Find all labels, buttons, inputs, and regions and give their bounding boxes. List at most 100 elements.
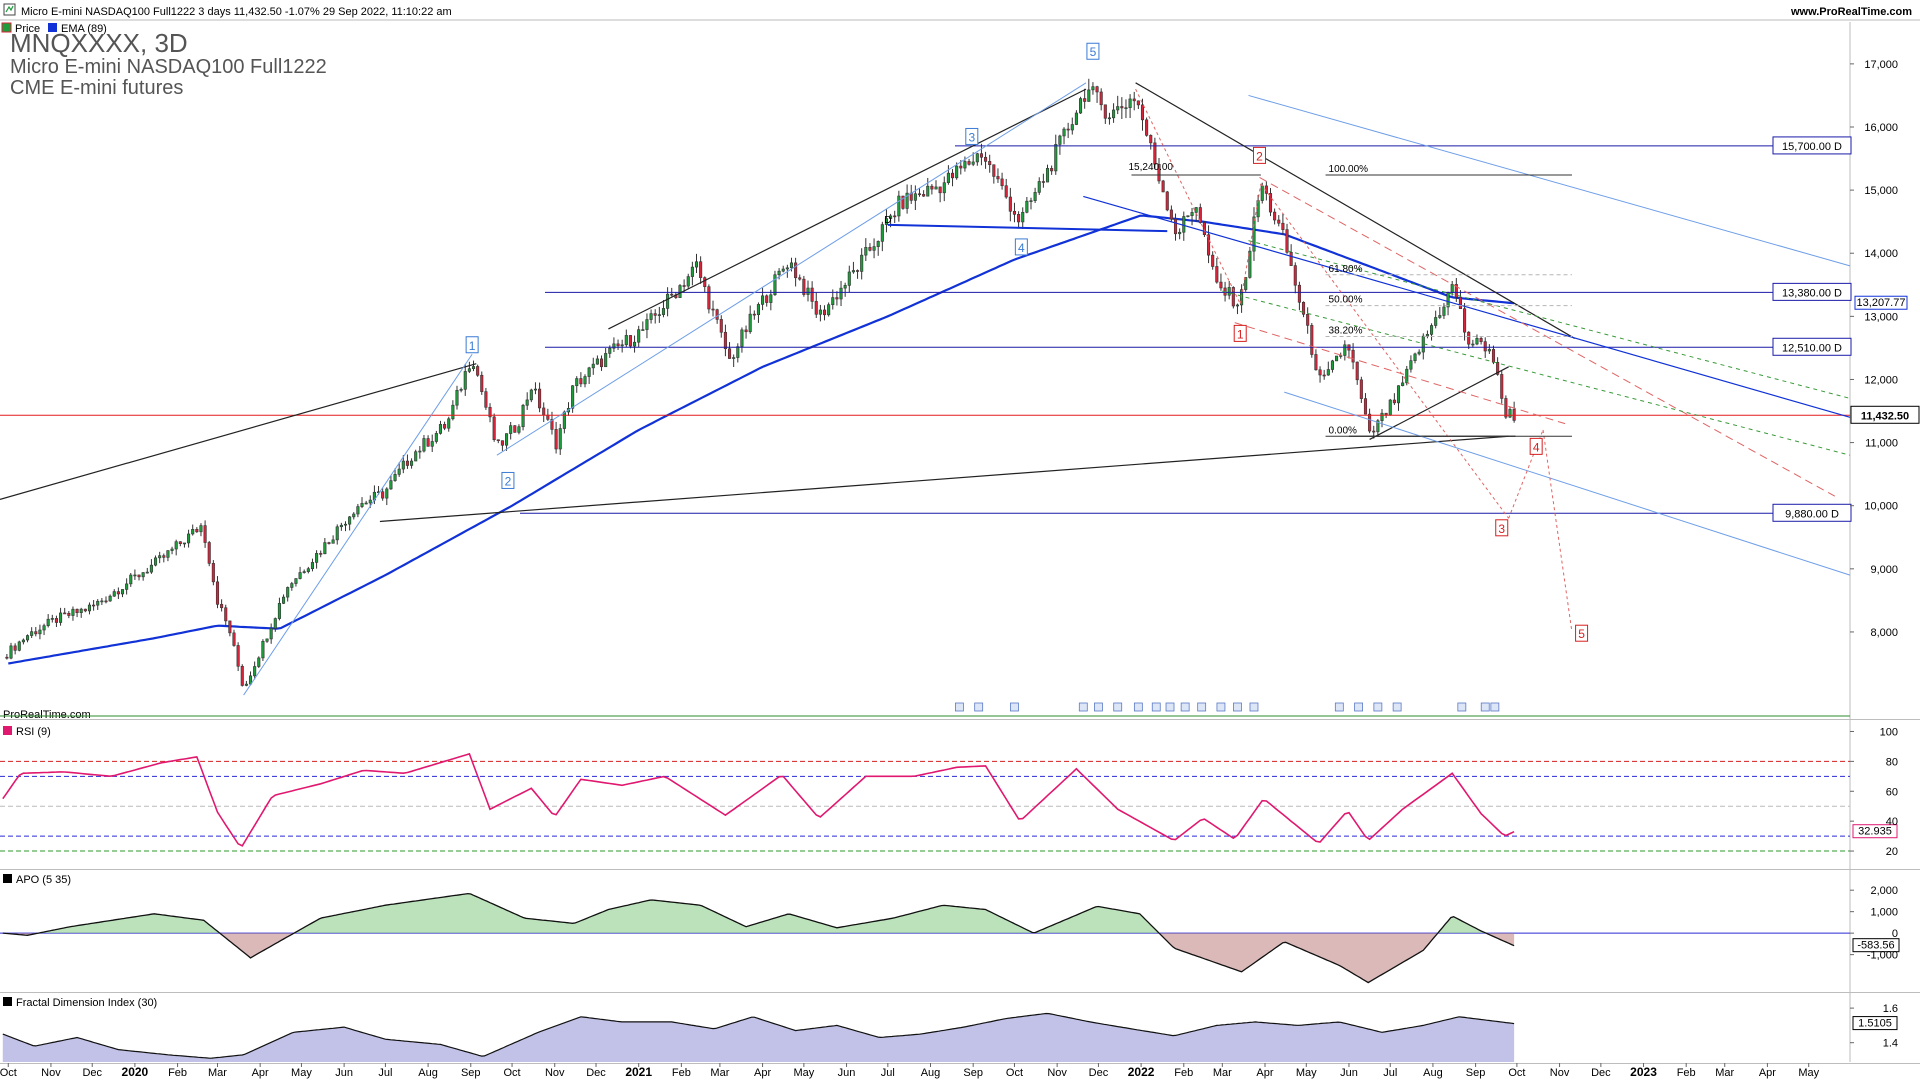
- candle-down: [727, 342, 732, 359]
- candle-body: [1017, 214, 1021, 223]
- event-marker-icon[interactable]: [1392, 702, 1402, 712]
- support-line: [887, 223, 1168, 233]
- rsi-y-label: 100: [1880, 726, 1898, 738]
- chart-settings-icon[interactable]: [3, 3, 16, 16]
- candle-body: [1326, 369, 1330, 376]
- candle-body: [1508, 409, 1512, 418]
- apo-y-label: 0: [1892, 928, 1898, 940]
- event-marker-icon[interactable]: [1180, 702, 1190, 712]
- candle-down: [1215, 257, 1219, 284]
- candle-body: [839, 287, 843, 300]
- candle-up: [575, 376, 579, 393]
- event-marker-icon[interactable]: [1457, 702, 1467, 712]
- candle-down: [178, 541, 182, 547]
- candle-down: [228, 620, 232, 637]
- candle-down: [480, 371, 484, 395]
- candle-body: [96, 600, 100, 606]
- candle-body: [1363, 398, 1368, 415]
- candle-body: [480, 374, 484, 392]
- candle-up: [348, 516, 352, 531]
- candle-body: [1401, 382, 1405, 386]
- candle-body: [558, 428, 562, 450]
- candle-body: [50, 618, 54, 620]
- candle-body: [851, 270, 855, 273]
- event-marker-icon[interactable]: [1373, 702, 1383, 712]
- candle-up: [1409, 355, 1413, 373]
- event-marker-icon[interactable]: [955, 702, 964, 712]
- candle-up: [934, 180, 938, 190]
- candle-body: [1124, 107, 1128, 110]
- event-marker-icon[interactable]: [1233, 702, 1242, 712]
- event-marker-icon[interactable]: [1113, 702, 1123, 712]
- candle-up: [360, 497, 364, 509]
- event-marker-icon[interactable]: [1078, 702, 1088, 712]
- event-marker-icon[interactable]: [1354, 702, 1363, 712]
- event-marker-icon[interactable]: [1490, 702, 1500, 712]
- event-marker-icon[interactable]: [1216, 702, 1226, 712]
- candle-down: [319, 550, 323, 558]
- candle-body: [856, 270, 860, 272]
- candle-down: [616, 339, 620, 350]
- event-marker-icon[interactable]: [974, 702, 984, 712]
- candle-body: [798, 277, 802, 280]
- candle-down: [1273, 208, 1277, 225]
- event-marker-icon[interactable]: [1480, 702, 1490, 712]
- candle-up: [678, 284, 682, 298]
- candle-up: [975, 152, 979, 166]
- candle-body: [670, 293, 674, 296]
- event-marker-icon[interactable]: [1151, 702, 1161, 712]
- candle-body: [1306, 313, 1310, 326]
- candle-up: [1124, 99, 1128, 119]
- candle-down: [1219, 273, 1223, 291]
- candle-down: [930, 184, 934, 195]
- event-marker-icon[interactable]: [1094, 702, 1103, 712]
- candle-up: [149, 559, 153, 574]
- candle-down: [988, 154, 992, 173]
- trendline: [0, 363, 477, 500]
- candle-body: [930, 185, 934, 190]
- candle-down: [1479, 336, 1483, 345]
- candle-body: [1289, 252, 1293, 266]
- candle-body: [368, 499, 372, 504]
- candle-body: [1149, 135, 1153, 144]
- candle-down: [1467, 331, 1471, 349]
- candle-up: [641, 321, 645, 331]
- candle-body: [946, 172, 950, 184]
- candle-down: [240, 664, 244, 687]
- candle-down: [492, 413, 496, 442]
- candle-body: [1070, 124, 1074, 131]
- event-marker-icon[interactable]: [1249, 702, 1259, 712]
- event-marker-icon[interactable]: [1133, 702, 1143, 712]
- candle-down: [967, 158, 971, 166]
- candle-body: [356, 506, 360, 515]
- candle-up: [434, 430, 438, 444]
- fib-level-label: 100.00%: [1329, 164, 1369, 175]
- candle-up: [1033, 187, 1037, 203]
- candle-body: [1207, 234, 1211, 256]
- candle-up: [777, 268, 781, 280]
- candle-up: [521, 403, 525, 431]
- candle-up: [1087, 78, 1091, 102]
- candle-body: [1500, 374, 1504, 399]
- candle-up: [1021, 207, 1025, 229]
- candle-body: [174, 541, 178, 550]
- candle-body: [641, 329, 645, 331]
- candle-up: [1425, 330, 1429, 339]
- candle-down: [856, 269, 860, 279]
- candle-body: [83, 608, 87, 612]
- candle-body: [1190, 212, 1194, 216]
- event-marker-icon[interactable]: [1334, 702, 1344, 712]
- candle-body: [686, 276, 690, 287]
- event-marker-icon[interactable]: [1010, 702, 1019, 712]
- event-marker-icon[interactable]: [1165, 702, 1175, 712]
- candle-body: [1425, 334, 1429, 337]
- candle-up: [100, 597, 104, 605]
- candle-body: [1475, 338, 1479, 345]
- candle-up: [30, 627, 34, 638]
- event-marker-icon[interactable]: [1197, 702, 1207, 712]
- candle-body: [496, 439, 500, 441]
- candle-body: [178, 541, 182, 544]
- candle-body: [1388, 399, 1392, 416]
